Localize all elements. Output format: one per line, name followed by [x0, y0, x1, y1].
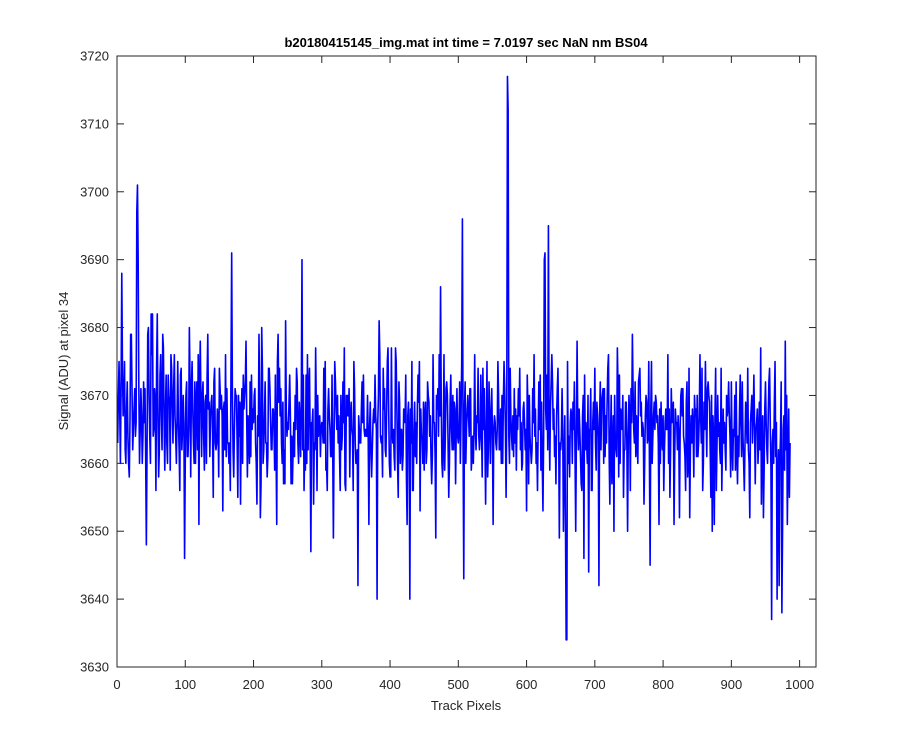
- y-tick-label: 3710: [80, 116, 109, 131]
- x-axis-label: Track Pixels: [431, 698, 502, 713]
- y-tick-label: 3680: [80, 320, 109, 335]
- x-tick-label: 500: [447, 677, 469, 692]
- plot-background: [117, 56, 816, 667]
- x-tick-label: 200: [243, 677, 265, 692]
- series-layer: [116, 75, 791, 641]
- y-tick-label: 3720: [80, 49, 109, 64]
- y-tick-label: 3640: [80, 592, 109, 607]
- y-tick-label: 3690: [80, 252, 109, 267]
- x-tick-label: 400: [379, 677, 401, 692]
- plot-frame: [116, 55, 817, 668]
- x-tick-label: 100: [174, 677, 196, 692]
- x-tick-label: 600: [516, 677, 538, 692]
- y-tick-label: 3650: [80, 524, 109, 539]
- x-tick-label: 700: [584, 677, 606, 692]
- y-tick-label: 3630: [80, 660, 109, 675]
- chart-title: b20180415145_img.mat int time = 7.0197 s…: [284, 35, 648, 50]
- x-tick-label: 0: [113, 677, 120, 692]
- x-axis-ticks: 0 100 200 300 400 500 600 700 800 900 1000: [113, 56, 814, 692]
- x-tick-label: 900: [721, 677, 743, 692]
- series-line-0: [116, 75, 791, 641]
- x-tick-label: 1000: [785, 677, 814, 692]
- y-tick-label: 3660: [80, 456, 109, 471]
- x-tick-label: 800: [652, 677, 674, 692]
- y-tick-label: 3700: [80, 184, 109, 199]
- y-axis-label: Signal (ADU) at pixel 34: [56, 292, 71, 431]
- y-axis-ticks: 3630 3640 3650 3660 3670 3680 3690 3700 3710 3720: [80, 49, 816, 675]
- y-tick-label: 3670: [80, 388, 109, 403]
- x-tick-label: 300: [311, 677, 333, 692]
